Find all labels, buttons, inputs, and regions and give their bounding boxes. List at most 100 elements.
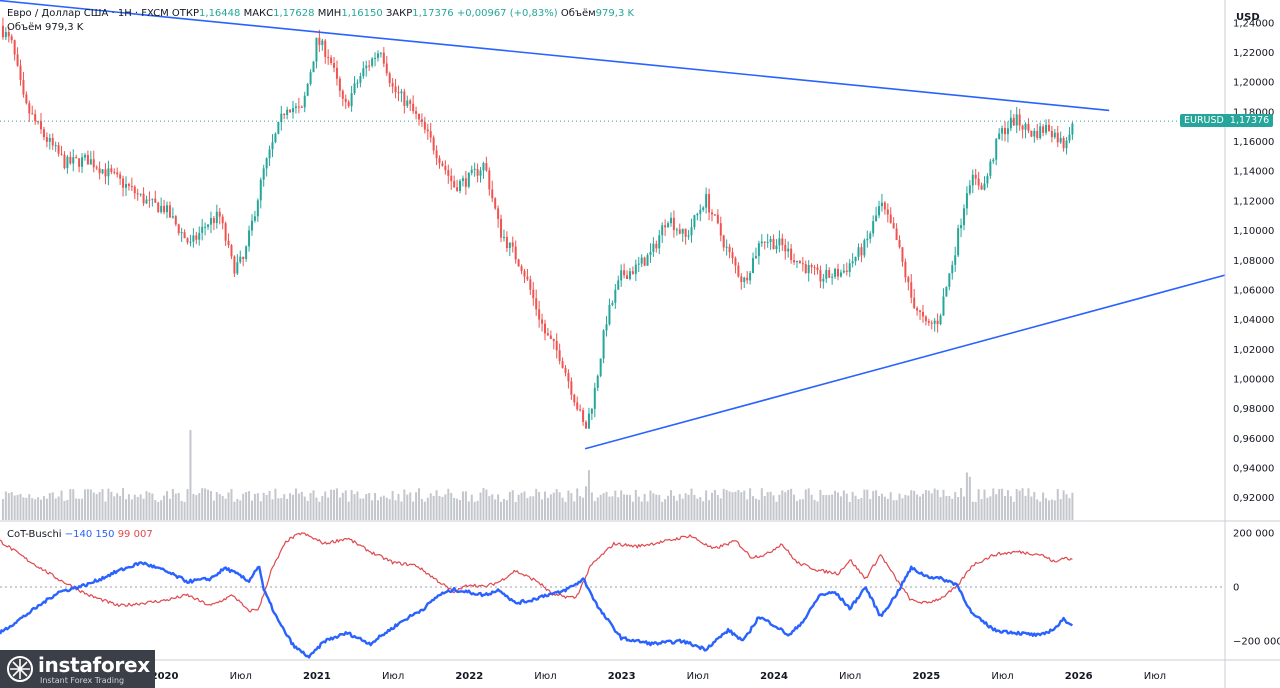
volume-bar	[954, 492, 957, 520]
volume-bar	[552, 492, 555, 520]
volume-bar	[239, 500, 242, 520]
candle-body	[274, 133, 277, 143]
candle-body	[667, 223, 670, 228]
candle-body	[845, 270, 848, 272]
candle-body	[980, 185, 983, 190]
volume-bar	[1036, 499, 1039, 520]
volume-bar	[582, 497, 585, 520]
volume-bar	[75, 498, 78, 520]
candle-body	[450, 175, 453, 182]
volume-bar	[793, 494, 796, 520]
trendlines[interactable]	[0, 0, 1226, 450]
volume-bar	[92, 492, 95, 520]
volume-bar	[435, 490, 438, 520]
volume-bar	[628, 495, 631, 520]
brand-logo[interactable]: instaforex Instant Forex Trading	[0, 650, 155, 688]
candle-body	[749, 272, 752, 281]
candle-body	[538, 309, 541, 320]
volume-bar	[230, 489, 233, 520]
volume-bar	[957, 496, 960, 520]
volume-bar	[450, 492, 453, 520]
candle-body	[429, 131, 432, 138]
volume-bar	[658, 494, 661, 520]
indicator-legend[interactable]: CoT-Buschi −140 150 99 007	[7, 529, 153, 540]
volume-bar	[145, 491, 148, 520]
volume-bar	[514, 501, 517, 520]
candle-body	[678, 229, 681, 234]
candle-body	[661, 225, 664, 236]
volume-bar	[72, 489, 75, 520]
volume-bar	[110, 491, 113, 520]
volume-bar	[719, 498, 722, 520]
volume-bar	[561, 497, 564, 520]
candle-body	[283, 113, 286, 116]
volume-bar	[66, 499, 69, 520]
candle-body	[139, 193, 142, 195]
volume-bar	[171, 489, 174, 520]
candle-body	[933, 320, 936, 324]
candle-body	[602, 330, 605, 359]
candle-body	[1045, 124, 1048, 133]
candle-body	[763, 241, 766, 243]
candle-body	[1065, 140, 1068, 149]
volume-bar	[523, 491, 526, 520]
volume-bar	[388, 499, 391, 520]
candle-body	[851, 261, 854, 264]
candle-body	[702, 207, 705, 210]
volume-bar	[652, 493, 655, 520]
candle-body	[883, 202, 886, 210]
candle-body	[277, 122, 280, 134]
volume-bar	[139, 494, 142, 520]
candle-body	[977, 178, 980, 186]
low-value: 1,16150	[341, 8, 383, 19]
volume-bar	[154, 500, 157, 520]
candle-body	[546, 333, 549, 336]
volume-bar	[608, 496, 611, 520]
candle-body	[722, 235, 725, 248]
candle-body	[324, 40, 327, 58]
volume-bar	[716, 494, 719, 520]
volume-label: Объём	[560, 8, 596, 19]
candle-body	[631, 271, 634, 274]
candle-body	[564, 367, 567, 373]
volume-bar	[432, 495, 435, 520]
candle-body	[778, 238, 781, 246]
volume-bar	[464, 491, 467, 520]
candle-body	[669, 217, 672, 224]
time-tick-label: 2021	[303, 671, 331, 682]
candle-body	[1071, 123, 1074, 135]
candle-body	[880, 202, 883, 207]
candle-body	[174, 216, 177, 225]
candle-body	[385, 63, 388, 74]
volume-bar	[376, 500, 379, 520]
volume-bar	[333, 489, 336, 520]
candle-body	[28, 103, 31, 114]
candle-body	[192, 235, 195, 242]
candle-body	[1024, 123, 1027, 130]
volume-bar	[353, 494, 356, 520]
currency-label[interactable]: USD	[1236, 12, 1260, 23]
volume-bar	[227, 492, 230, 520]
brand-tagline: Instant Forex Trading	[40, 676, 125, 685]
volume-bar	[42, 496, 45, 520]
volume-bar	[705, 490, 708, 520]
candle-body	[898, 239, 901, 248]
candle-body	[66, 156, 69, 169]
cot-tick-label: −200 000	[1233, 637, 1280, 648]
volume-bar	[81, 498, 84, 520]
candle-body	[795, 260, 798, 263]
indicator-red-value: 99 007	[117, 529, 153, 540]
open-value: 1,16448	[199, 8, 241, 19]
candle-body	[1009, 117, 1012, 129]
candle-body	[1050, 130, 1053, 138]
volume-bar	[4, 491, 7, 520]
volume-bar	[485, 489, 488, 520]
candle-body	[945, 286, 948, 297]
volume-bar	[722, 488, 725, 520]
candle-body	[626, 275, 629, 279]
time-tick-label: Июл	[991, 671, 1013, 682]
volume-bar	[672, 495, 675, 520]
volume-value: 979,3 K	[595, 8, 635, 19]
